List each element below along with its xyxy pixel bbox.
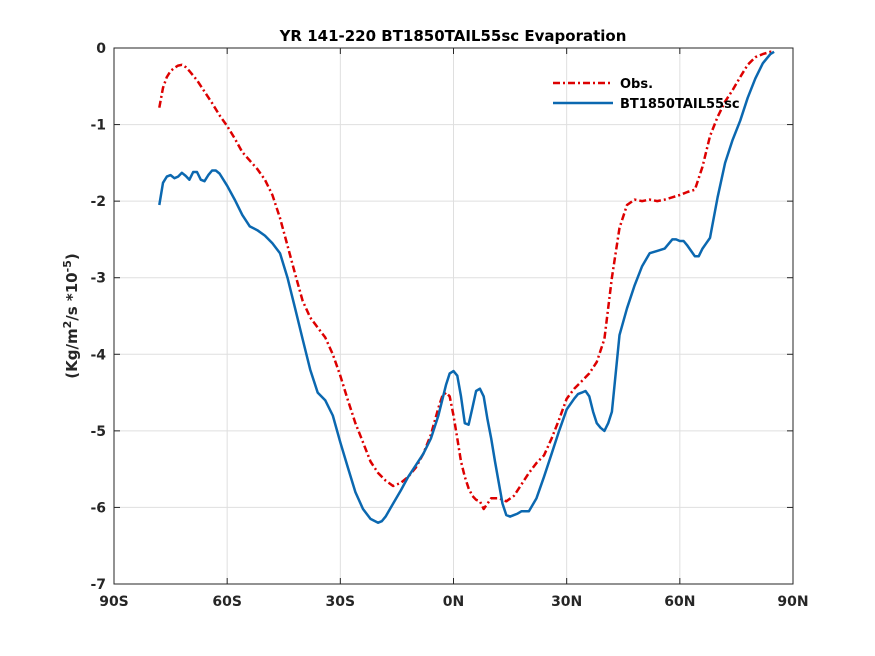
x-tick-label: 90N (777, 594, 808, 610)
x-tick-labels: 90S 60S 30S 0N 30N 60N 90N (99, 594, 808, 610)
legend: Obs. BT1850TAIL55sc (553, 77, 740, 112)
y-tick-label: -6 (90, 500, 106, 516)
y-tick-label: -3 (90, 271, 106, 287)
y-tick-label: 0 (96, 41, 106, 57)
y-tick-label: -4 (90, 347, 106, 363)
y-tick-label: -2 (90, 194, 106, 210)
series-line-model (158, 50, 775, 524)
x-tick-label: 60N (664, 594, 695, 610)
legend-label-model: BT1850TAIL55sc (620, 97, 740, 112)
y-tick-label: -5 (90, 424, 106, 440)
y-tick-label: -1 (90, 118, 106, 134)
x-tick-label: 60S (212, 594, 242, 610)
y-tick-labels: 0 -1 -2 -3 -4 -5 -6 -7 (90, 41, 106, 593)
x-tick-label: 30S (326, 594, 356, 610)
series-line-obs (158, 50, 775, 511)
x-tick-label: 90S (99, 594, 129, 610)
x-tick-label: 30N (551, 594, 582, 610)
chart-title: YR 141-220 BT1850TAIL55sc Evaporation (279, 27, 627, 45)
legend-label-obs: Obs. (620, 77, 653, 92)
axis-ticks (113, 47, 794, 585)
x-tick-label: 0N (443, 594, 464, 610)
y-axis-label: (Kg/m2/s *10-5) (61, 253, 81, 378)
y-tick-label: -7 (90, 577, 106, 593)
grid-lines (114, 48, 793, 584)
series-layer (158, 50, 775, 524)
